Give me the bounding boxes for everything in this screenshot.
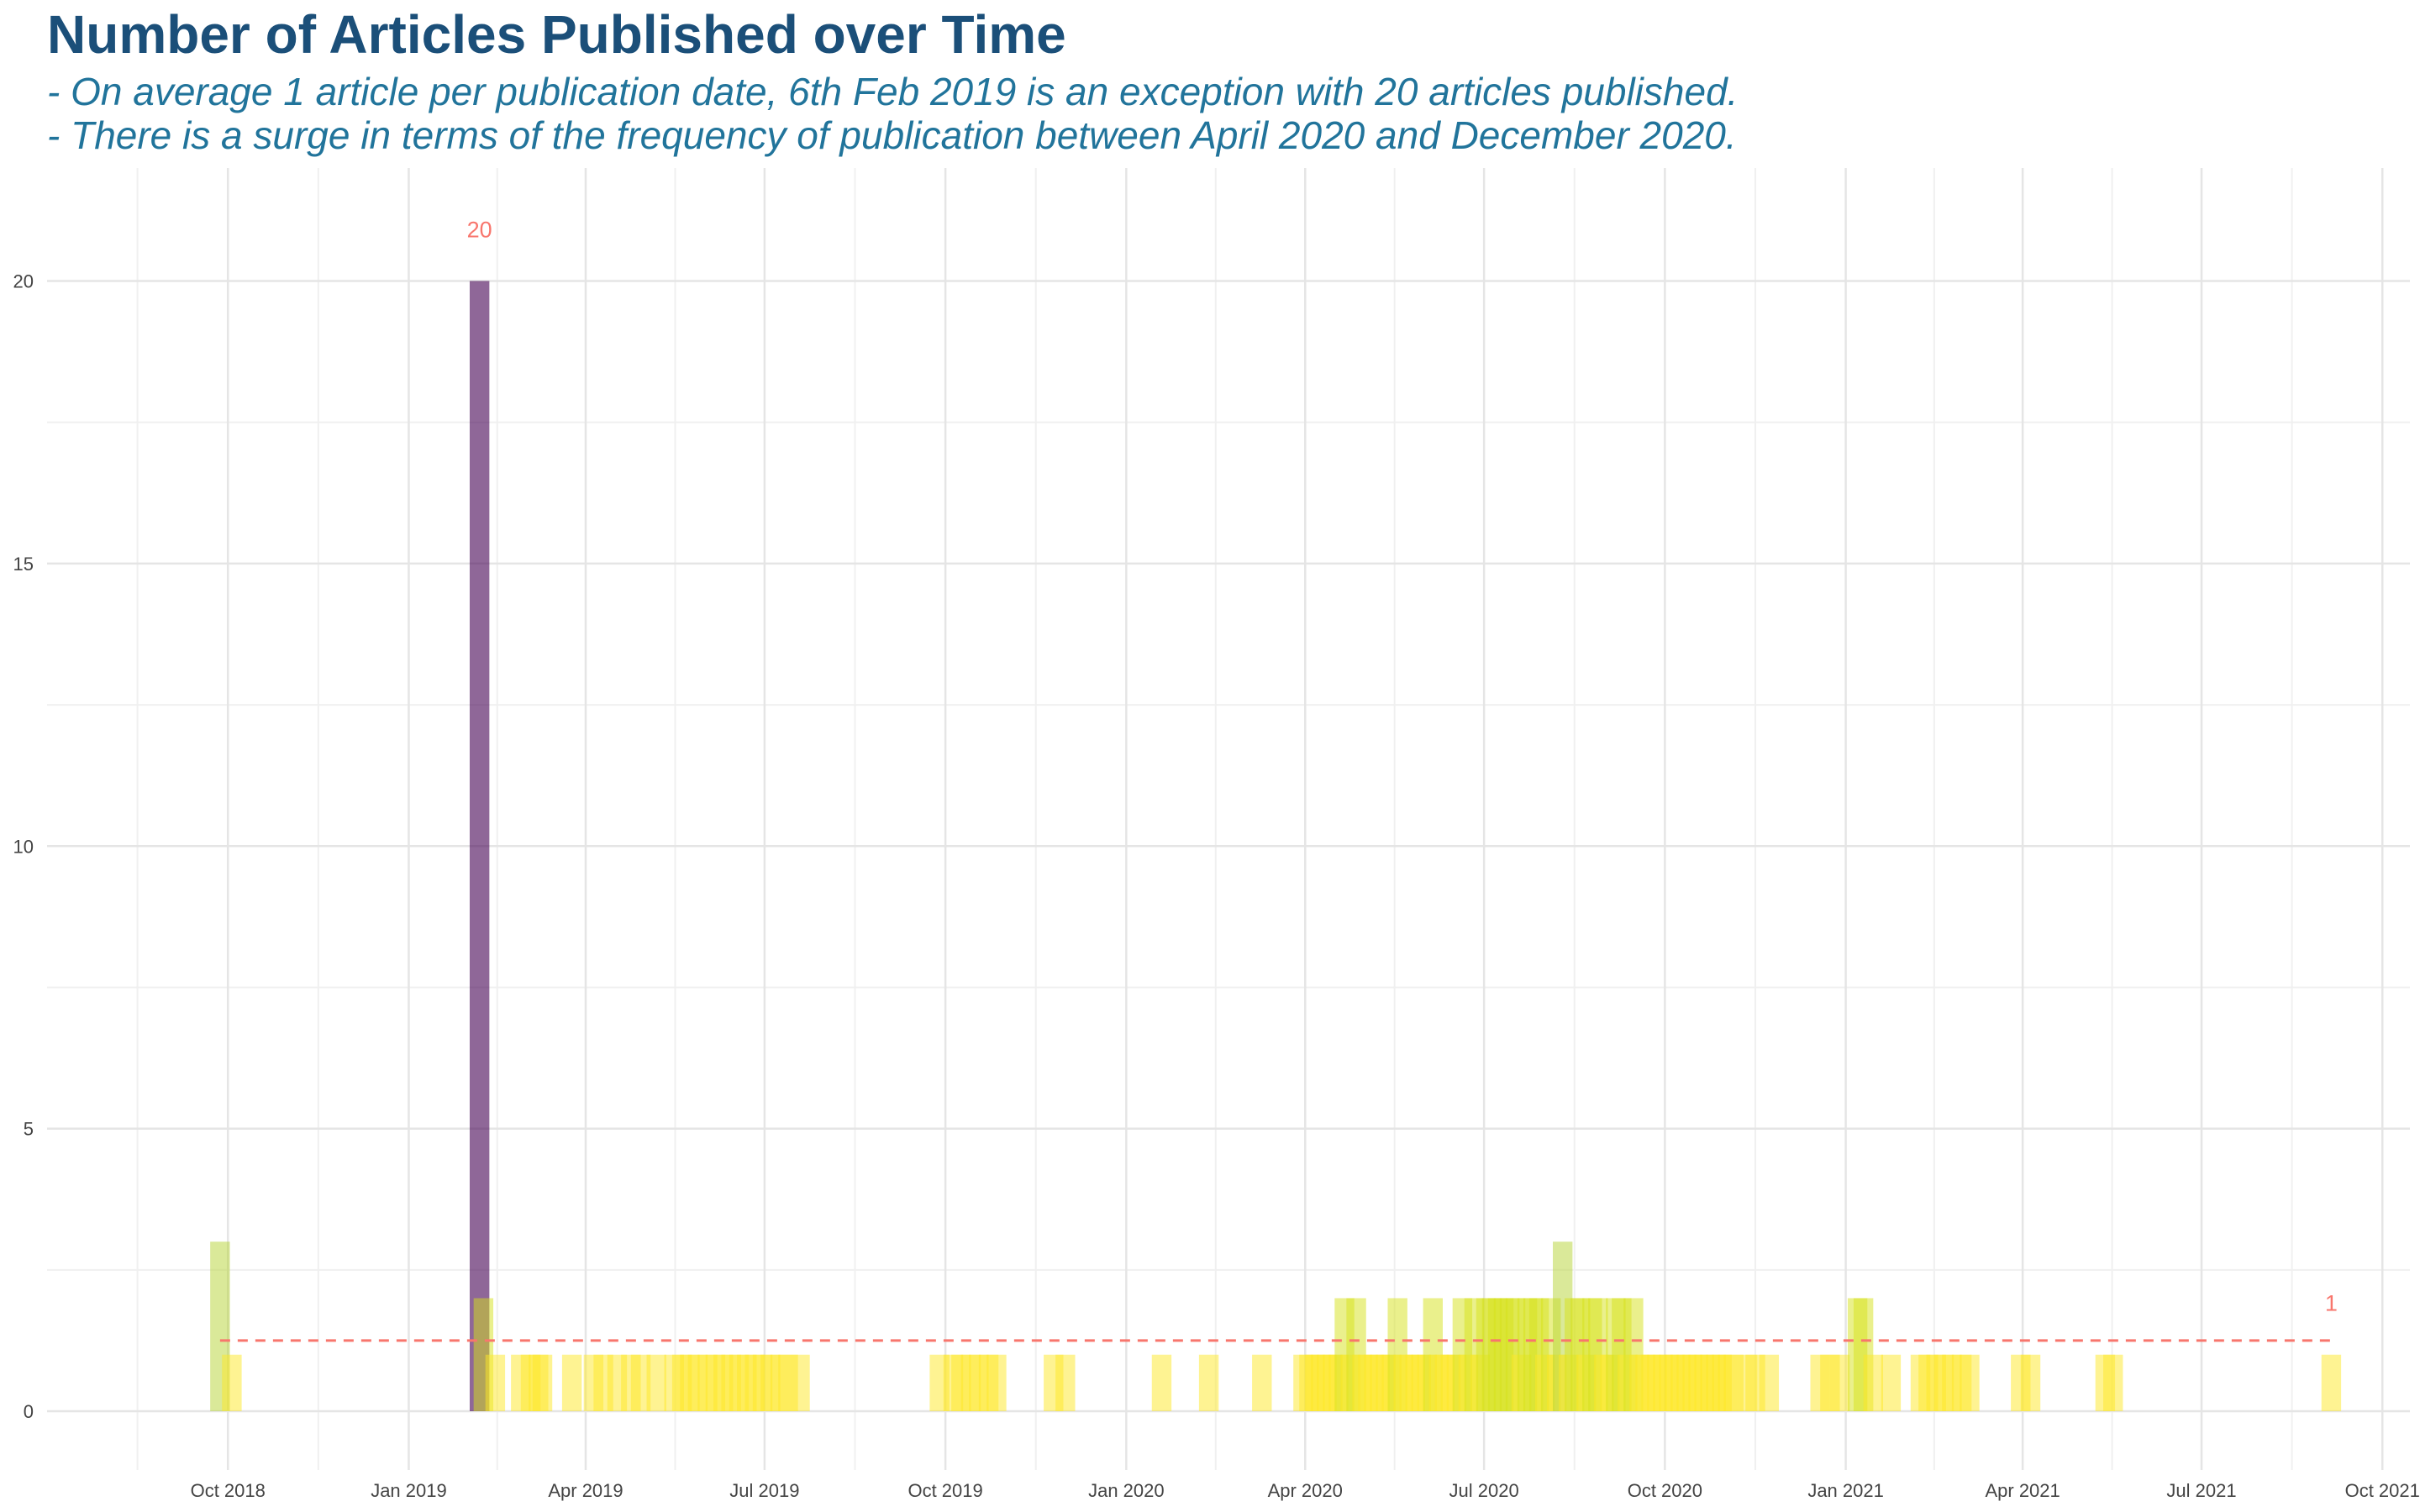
- bar: [222, 1354, 242, 1411]
- bar: [485, 1354, 506, 1411]
- chart-subtitle-line-2: - There is a surge in terms of the frequ…: [47, 113, 1737, 157]
- annotation-label: 20: [467, 218, 492, 243]
- bar: [1829, 1354, 1850, 1411]
- bar: [646, 1354, 666, 1411]
- bar: [532, 1354, 553, 1411]
- y-axis-ticks: 0 5 10 15 20: [13, 271, 34, 1422]
- x-tick-label: Oct 2021: [2345, 1480, 2420, 1501]
- bar: [1055, 1354, 1076, 1411]
- x-tick-label: Jan 2019: [371, 1480, 447, 1501]
- x-axis-ticks: Oct 2018 Jan 2019 Apr 2019 Jul 2019 Oct 2019…: [191, 1480, 2420, 1501]
- x-tick-label: Jan 2021: [1807, 1480, 1884, 1501]
- x-tick-label: Jul 2019: [729, 1480, 799, 1501]
- bar: [561, 1354, 582, 1411]
- bar: [1759, 1354, 1780, 1411]
- bar: [469, 281, 490, 1412]
- bars: [210, 281, 2342, 1412]
- chart-title: Number of Articles Published over Time: [47, 4, 1066, 65]
- x-tick-label: Jul 2021: [2166, 1480, 2236, 1501]
- bar: [986, 1354, 1007, 1411]
- bar: [2321, 1354, 2342, 1411]
- x-tick-label: Apr 2019: [548, 1480, 623, 1501]
- bar: [1881, 1354, 1902, 1411]
- bar: [1863, 1354, 1884, 1411]
- bar: [790, 1354, 810, 1411]
- y-tick-label: 20: [13, 271, 34, 292]
- bar: [1198, 1354, 1219, 1411]
- bar: [630, 1354, 651, 1411]
- bar: [1252, 1354, 1272, 1411]
- x-tick-label: Apr 2020: [1268, 1480, 1343, 1501]
- x-tick-label: Oct 2020: [1628, 1480, 1702, 1501]
- bar: [1960, 1354, 1980, 1411]
- y-tick-label: 10: [13, 836, 34, 857]
- x-tick-label: Oct 2018: [191, 1480, 266, 1501]
- y-tick-label: 0: [24, 1401, 34, 1422]
- bar: [2020, 1354, 2041, 1411]
- x-tick-label: Jul 2020: [1449, 1480, 1519, 1501]
- annotations: 20 1: [467, 218, 2338, 1316]
- annotation-label: 1: [2325, 1291, 2338, 1316]
- y-tick-label: 15: [13, 554, 34, 575]
- y-tick-label: 5: [24, 1119, 34, 1140]
- bar: [2103, 1354, 2123, 1411]
- x-tick-label: Oct 2019: [908, 1480, 982, 1501]
- x-tick-label: Apr 2021: [1985, 1480, 2060, 1501]
- x-tick-label: Jan 2020: [1088, 1480, 1165, 1501]
- chart-subtitle-line-1: - On average 1 article per publication d…: [47, 70, 1739, 113]
- grid-lines: [47, 168, 2410, 1470]
- bar: [1151, 1354, 1172, 1411]
